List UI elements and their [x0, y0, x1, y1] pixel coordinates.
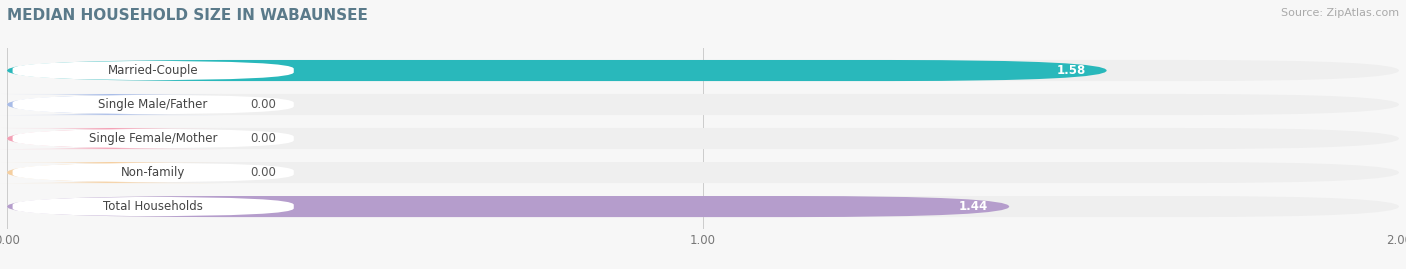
Text: 0.00: 0.00 — [250, 166, 277, 179]
FancyBboxPatch shape — [13, 163, 294, 182]
Text: 0.00: 0.00 — [250, 98, 277, 111]
FancyBboxPatch shape — [7, 196, 1399, 217]
Text: Married-Couple: Married-Couple — [108, 64, 198, 77]
FancyBboxPatch shape — [13, 129, 294, 148]
Text: MEDIAN HOUSEHOLD SIZE IN WABAUNSEE: MEDIAN HOUSEHOLD SIZE IN WABAUNSEE — [7, 8, 368, 23]
FancyBboxPatch shape — [13, 95, 294, 114]
FancyBboxPatch shape — [7, 196, 1010, 217]
FancyBboxPatch shape — [0, 162, 222, 183]
FancyBboxPatch shape — [13, 61, 294, 80]
Text: Source: ZipAtlas.com: Source: ZipAtlas.com — [1281, 8, 1399, 18]
Text: Total Households: Total Households — [103, 200, 202, 213]
Text: Non-family: Non-family — [121, 166, 186, 179]
FancyBboxPatch shape — [0, 94, 222, 115]
Text: Single Female/Mother: Single Female/Mother — [89, 132, 218, 145]
FancyBboxPatch shape — [7, 94, 1399, 115]
FancyBboxPatch shape — [7, 162, 1399, 183]
Text: 0.00: 0.00 — [250, 132, 277, 145]
Text: 1.58: 1.58 — [1056, 64, 1085, 77]
FancyBboxPatch shape — [0, 128, 222, 149]
FancyBboxPatch shape — [13, 197, 294, 216]
FancyBboxPatch shape — [7, 60, 1107, 81]
Text: Single Male/Father: Single Male/Father — [98, 98, 208, 111]
FancyBboxPatch shape — [7, 128, 1399, 149]
Text: 1.44: 1.44 — [959, 200, 988, 213]
FancyBboxPatch shape — [7, 60, 1399, 81]
